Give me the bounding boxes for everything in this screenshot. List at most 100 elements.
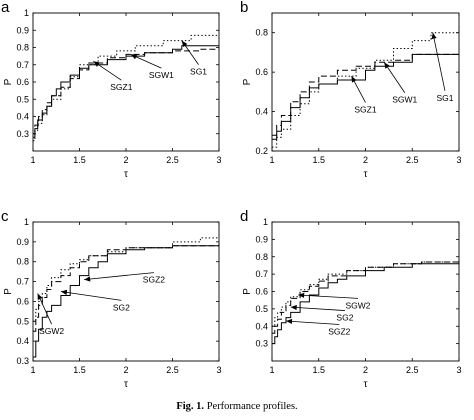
annotation-label: SGZ2 [143, 275, 165, 285]
annotation-arrow-line [383, 62, 406, 93]
x-tick-label: 1 [269, 155, 274, 165]
y-tick-label: 0.7 [16, 60, 29, 70]
annotation-arrow-head [431, 32, 437, 40]
x-tick-label: 1 [269, 365, 274, 375]
x-axis-label: τ [364, 379, 368, 390]
y-tick-label: 0.8 [255, 252, 268, 262]
y-tick-label: 0.6 [16, 296, 29, 306]
x-axis-label: τ [124, 379, 128, 390]
annotation-label: SGW1 [392, 95, 417, 105]
caption-text: Performance profiles. [206, 401, 298, 412]
x-axis-label: τ [364, 169, 368, 180]
annotation-arrow-line [290, 306, 345, 311]
y-tick-label: 0.9 [16, 237, 29, 247]
y-tick-label: 1 [24, 217, 29, 227]
series-line-sgz2 [33, 243, 220, 358]
y-tick-label: 0.3 [16, 356, 29, 366]
series-line-sg1 [272, 26, 460, 148]
annotation-label: SGW2 [39, 326, 64, 336]
x-tick-label: 2 [123, 155, 128, 165]
x-tick-label: 1.5 [73, 365, 86, 375]
x-axis-label: τ [124, 169, 128, 180]
annotation-label: SGW2 [346, 300, 371, 310]
y-axis-label: P [242, 288, 253, 295]
annotation-arrow-head [290, 304, 297, 311]
series-line-sgw2 [272, 261, 459, 327]
x-tick-label: 2.5 [406, 155, 419, 165]
annotation-arrow-head [130, 54, 138, 60]
x-tick-label: 3 [456, 365, 461, 375]
y-tick-label: 0.8 [16, 257, 29, 267]
y-tick-label: 0.8 [16, 43, 29, 53]
y-tick-label: 0.4 [255, 107, 268, 117]
y-tick-label: 0.4 [16, 336, 29, 346]
caption-label: Fig. 1. [176, 401, 205, 412]
y-tick-label: 0.4 [16, 112, 29, 122]
x-tick-label: 1.5 [312, 155, 325, 165]
figure-panels: 1 1.5 2 2.5 3 0.3 0.4 0.5 0.6 0.7 0.8 0.9 1 τ Pa SGZ1 SG… [1, 0, 462, 390]
x-tick-label: 1.5 [73, 155, 86, 165]
annotation-arrow-head [181, 40, 188, 48]
annotation-arrow-head [84, 276, 91, 282]
x-tick-label: 2 [123, 365, 128, 375]
annotation-label: SG1 [436, 93, 453, 103]
figure-caption: Fig. 1. Performance profiles. [0, 401, 474, 412]
panel-label: d [240, 208, 248, 225]
x-tick-label: 2.5 [406, 365, 419, 375]
annotation-label: SGZ1 [110, 82, 132, 92]
annotation-label: SGZ1 [354, 105, 376, 115]
panel-d: 1 1.5 2 2.5 3 0.3 0.4 0.5 0.6 0.7 0.8 0.9 1 τ Pd SGW2 SG… [240, 208, 462, 390]
x-tick-label: 2.5 [166, 155, 179, 165]
y-tick-label: 1 [24, 8, 29, 18]
panel-label: c [1, 208, 9, 225]
y-tick-label: 0.2 [255, 146, 268, 156]
panel-c: 1 1.5 2 2.5 3 0.3 0.4 0.5 0.6 0.7 0.8 0.9 1 τ Pc SGZ2 SG… [1, 208, 222, 390]
panel-a: 1 1.5 2 2.5 3 0.3 0.4 0.5 0.6 0.7 0.8 0.9 1 τ Pa SGZ1 SG… [1, 0, 222, 180]
x-tick-label: 2.5 [166, 365, 179, 375]
x-tick-label: 3 [456, 155, 461, 165]
annotation-arrow-line [298, 294, 359, 299]
annotation-arrow-head [93, 61, 100, 67]
y-axis-label: P [3, 288, 14, 295]
y-tick-label: 0.3 [255, 339, 268, 349]
annotation-label: SGZ2 [328, 326, 350, 336]
y-tick-label: 0.6 [16, 77, 29, 87]
x-tick-label: 1 [30, 155, 35, 165]
y-tick-label: 0.8 [255, 28, 268, 38]
series-line-sgw1 [272, 53, 459, 136]
series-line-sgz2 [272, 260, 460, 345]
x-tick-label: 1 [30, 365, 35, 375]
annotation-arrow-head [37, 293, 43, 301]
annotation-arrow-head [286, 318, 293, 325]
y-tick-label: 0.5 [255, 304, 268, 314]
y-axis-label: P [242, 78, 253, 85]
x-tick-label: 3 [216, 365, 221, 375]
y-tick-label: 0.4 [255, 321, 268, 331]
annotation-arrow-line [84, 272, 154, 280]
annotation-arrow-head [351, 76, 357, 83]
panel-label: b [240, 0, 248, 16]
y-tick-label: 0.7 [255, 269, 268, 279]
y-tick-label: 0.3 [16, 129, 29, 139]
x-tick-label: 2 [363, 155, 368, 165]
y-axis-label: P [3, 78, 14, 85]
annotation-arrow-head [60, 289, 68, 295]
annotation-arrow-head [298, 292, 305, 298]
y-tick-label: 0.5 [16, 316, 29, 326]
annotation-arrow-line [432, 32, 446, 91]
annotation-label: SGW1 [149, 70, 174, 80]
y-tick-label: 0.7 [16, 277, 29, 287]
series-line-sgw2 [33, 243, 220, 332]
annotation-label: SG1 [190, 67, 207, 77]
x-tick-label: 2 [363, 365, 368, 375]
y-tick-label: 1 [263, 217, 268, 227]
y-tick-label: 0.5 [16, 94, 29, 104]
annotation-label: SG2 [113, 302, 130, 312]
annotation-arrow-head [384, 62, 390, 69]
annotation-label: SG2 [336, 313, 353, 323]
x-tick-label: 3 [216, 155, 221, 165]
y-tick-label: 0.9 [16, 25, 29, 35]
annotation-arrow-line [285, 320, 340, 325]
annotation-arrow-line [60, 291, 122, 301]
panel-b: 1 1.5 2 2.5 3 0.2 0.4 0.6 0.8 τ Pb SGZ1 SGW1 SG1 [240, 0, 462, 180]
